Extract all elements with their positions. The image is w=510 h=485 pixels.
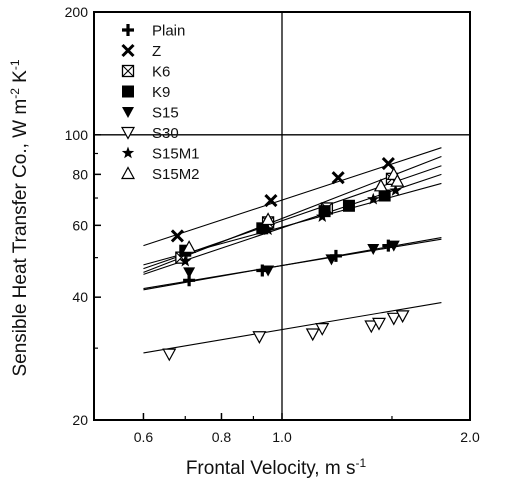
point-k9 [343, 200, 355, 212]
x-tick-label: 0.8 [212, 429, 232, 445]
y-tick-label: 40 [72, 289, 88, 305]
legend-marker-k9 [122, 86, 134, 98]
y-tick-label: 100 [65, 127, 89, 143]
legend-label-s15: S15 [152, 105, 179, 122]
x-axis-title: Frontal Velocity, m s-1 [186, 456, 367, 479]
y-axis-title: Sensible Heat Transfer Co., W m-2 K-1 [8, 59, 31, 376]
y-tick-label: 60 [72, 217, 88, 233]
legend-label-s15m1: S15M1 [152, 146, 200, 163]
y-tick-label: 200 [65, 4, 89, 20]
legend-label-s15m2: S15M2 [152, 166, 200, 183]
legend-label-k9: K9 [152, 84, 170, 101]
legend-label-s30: S30 [152, 125, 179, 142]
legend-label-z: Z [152, 43, 161, 60]
legend-marker-k6 [123, 66, 134, 77]
legend-label-plain: Plain [152, 23, 185, 40]
x-tick-label: 0.6 [134, 429, 154, 445]
x-tick-label: 2.0 [460, 429, 480, 445]
legend-label-k6: K6 [152, 64, 170, 81]
y-tick-label: 80 [72, 166, 88, 182]
x-tick-label: 1.0 [272, 429, 292, 445]
y-tick-label: 20 [72, 412, 88, 428]
